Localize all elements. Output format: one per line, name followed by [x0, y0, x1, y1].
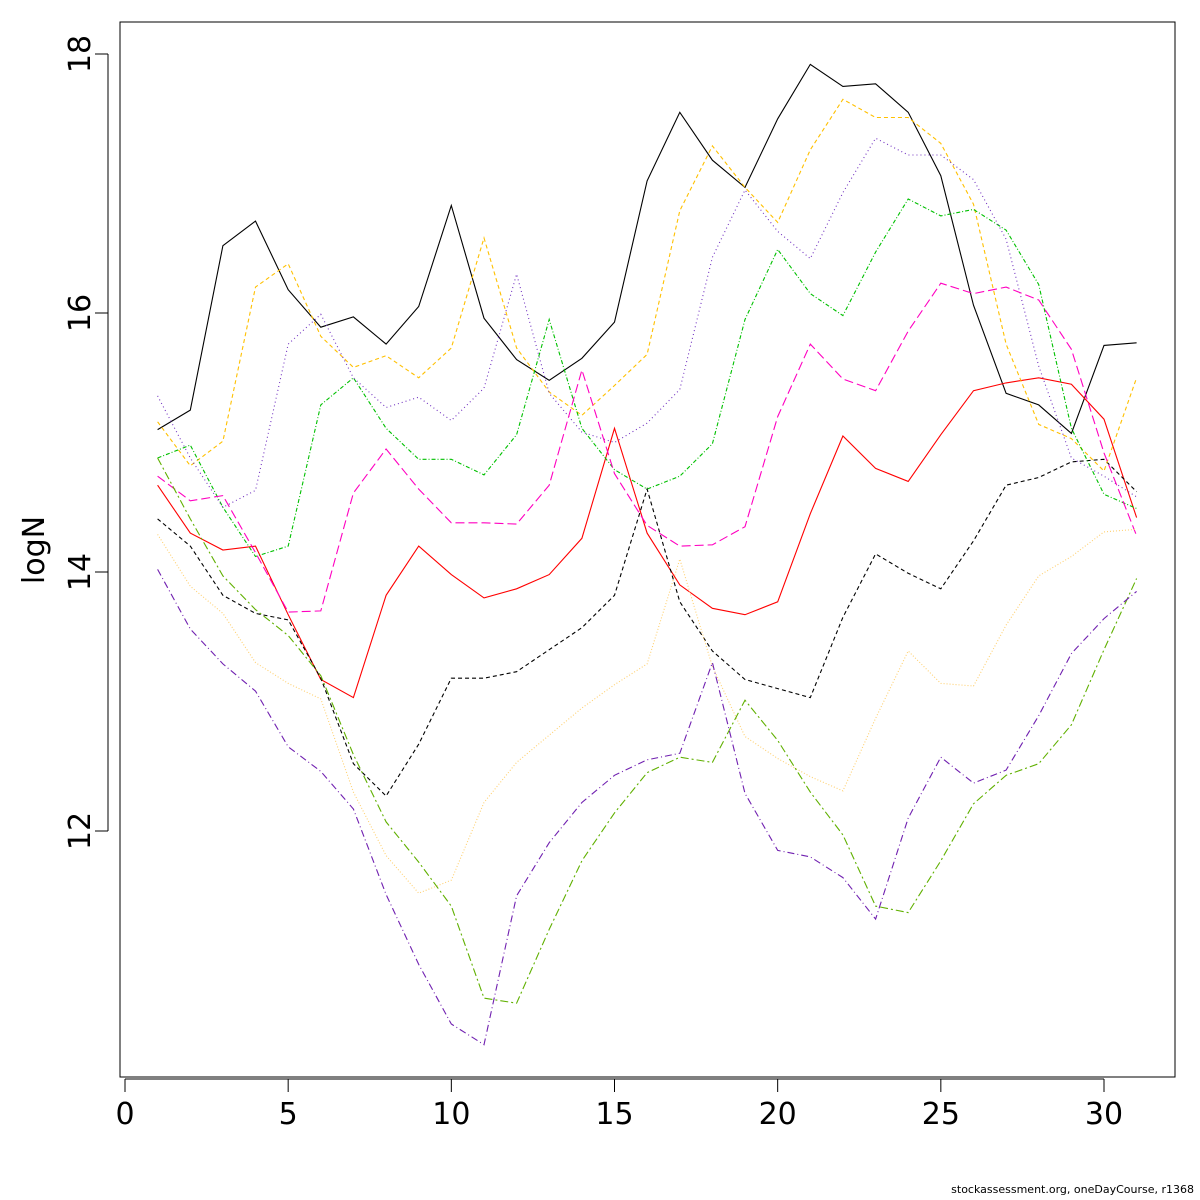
y-tick-label: 12: [63, 812, 98, 850]
series-line-9: [157, 457, 1138, 1004]
x-tick-label: 5: [279, 1097, 298, 1132]
series-layer: [157, 63, 1138, 1046]
x-tick-label: 15: [595, 1097, 633, 1132]
series-line-4: [157, 98, 1138, 473]
series-line-7: [157, 282, 1138, 613]
plot-frame: [119, 21, 1176, 1078]
x-tick-label: 20: [759, 1097, 797, 1132]
y-tick-label: 16: [63, 294, 98, 332]
x-tick-label: 0: [115, 1097, 134, 1132]
series-line-8: [157, 528, 1137, 894]
x-tick-label: 25: [922, 1097, 960, 1132]
y-axis: 12 14 16 18: [63, 35, 109, 850]
series-line-3: [157, 458, 1137, 797]
x-tick-label: 10: [432, 1097, 470, 1132]
footer-credit: stockassessment.org, oneDayCourse, r1368: [951, 1183, 1194, 1196]
series-line-5: [157, 198, 1137, 558]
series-line-1: [157, 63, 1137, 435]
x-axis: 0 5 10 15 20 25 30: [115, 1078, 1123, 1132]
x-tick-label: 30: [1085, 1097, 1123, 1132]
y-tick-label: 18: [63, 35, 98, 73]
series-line-10: [157, 569, 1137, 1046]
series-line-6: [157, 137, 1137, 509]
y-axis-label: logN: [17, 516, 52, 584]
y-tick-label: 14: [63, 553, 98, 591]
